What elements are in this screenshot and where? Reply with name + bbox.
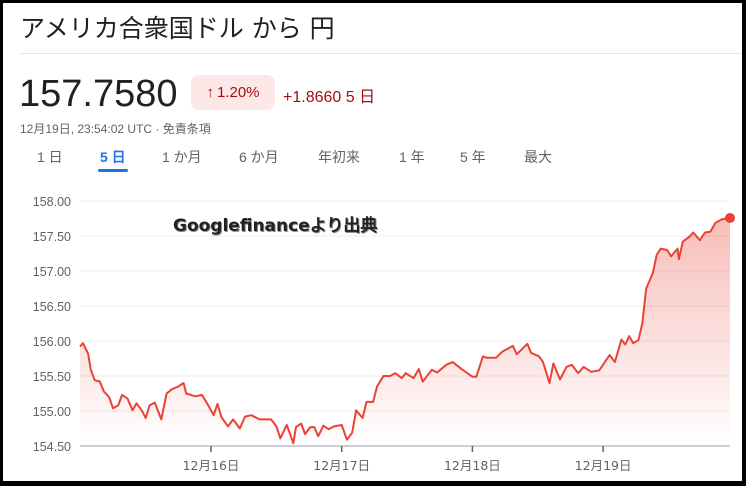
y-tick-label: 154.50 (33, 440, 71, 454)
x-tick-label: 12月18日 (444, 458, 501, 473)
change-absolute: +1.8660 5 日 (283, 89, 376, 106)
y-tick-label: 156.50 (33, 300, 71, 314)
arrow-up-icon: ↑ (206, 84, 214, 101)
page-title: アメリカ合衆国ドル から 円 (20, 14, 335, 43)
price-chart[interactable]: 158.00 157.50 157.00 156.50 156.00 155.50 155.… (3, 3, 742, 481)
change-percent-badge: ↑ 1.20% (191, 75, 275, 110)
y-tick-label: 157.50 (33, 230, 71, 244)
tab-max[interactable]: 最大 (524, 149, 552, 165)
y-tick-label: 156.00 (33, 335, 71, 349)
change-percent: 1.20% (216, 84, 260, 101)
y-tick-label: 158.00 (33, 195, 71, 209)
y-tick-label: 155.50 (33, 370, 71, 384)
tab-5-day[interactable]: 5 日 (98, 149, 128, 172)
tab-1-year[interactable]: 1 年 (399, 149, 425, 165)
y-tick-label: 155.00 (33, 405, 71, 419)
tab-5-year[interactable]: 5 年 (460, 149, 486, 165)
divider (20, 53, 742, 54)
tab-6-month[interactable]: 6 か月 (239, 149, 279, 165)
x-tick-label: 12月17日 (313, 458, 370, 473)
x-tick-label: 12月16日 (183, 458, 240, 473)
timestamp-disclaimer: 12月19日, 23:54:02 UTC · 免責条項 (20, 122, 211, 136)
tab-ytd[interactable]: 年初来 (318, 149, 360, 165)
current-price-dot (725, 212, 735, 223)
price-area (80, 217, 730, 446)
currency-converter-card: アメリカ合衆国ドル から 円 157.7580 ↑ 1.20% +1.8660 … (3, 3, 742, 481)
y-tick-label: 157.00 (33, 265, 71, 279)
tab-1-month[interactable]: 1 か月 (162, 149, 202, 165)
x-tick-label: 12月19日 (575, 458, 632, 473)
exchange-rate: 157.7580 (19, 73, 178, 115)
price-line (79, 216, 731, 445)
tab-1-day[interactable]: 1 日 (37, 149, 63, 165)
watermark: Googlefinanceより出典 (173, 216, 378, 236)
